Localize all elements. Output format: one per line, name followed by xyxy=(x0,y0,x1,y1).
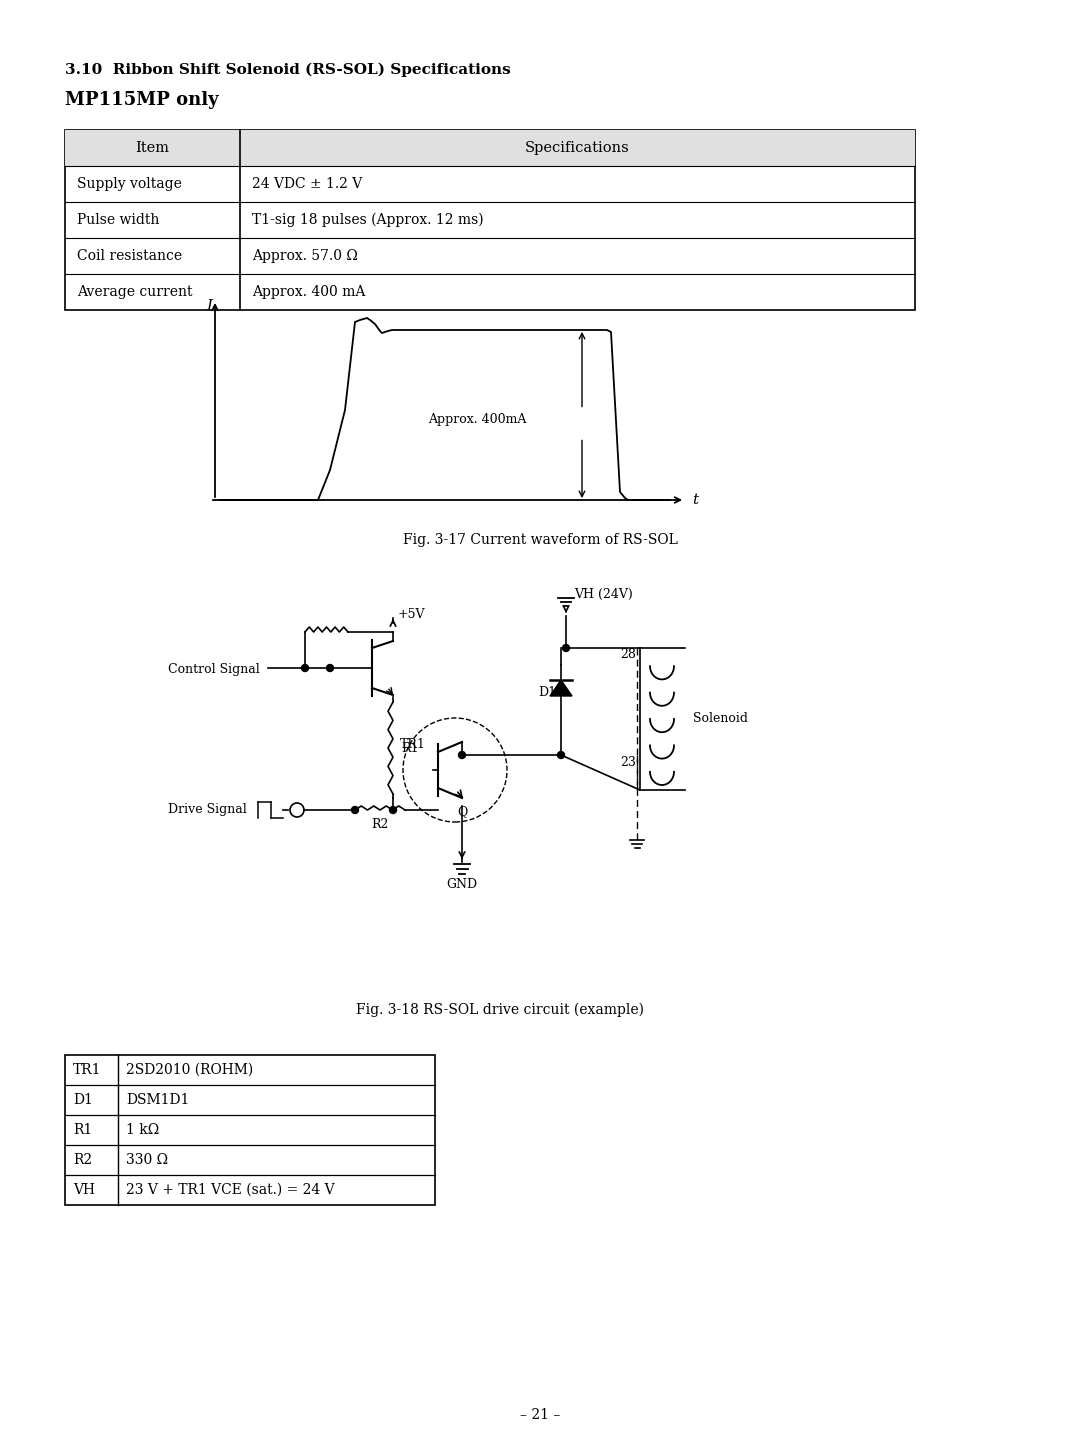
Circle shape xyxy=(557,752,565,758)
Text: t: t xyxy=(692,493,698,507)
Bar xyxy=(65,130,915,166)
Text: 330 Ω: 330 Ω xyxy=(126,1153,168,1167)
Text: Approx. 57.0 Ω: Approx. 57.0 Ω xyxy=(252,249,357,264)
Text: 24 VDC ± 1.2 V: 24 VDC ± 1.2 V xyxy=(252,177,362,192)
Text: TR1: TR1 xyxy=(400,738,426,751)
Text: +5V: +5V xyxy=(399,608,426,621)
Text: VH (24V): VH (24V) xyxy=(573,588,633,601)
Text: R2: R2 xyxy=(372,817,389,830)
Text: Fig. 3-17 Current waveform of RS-SOL: Fig. 3-17 Current waveform of RS-SOL xyxy=(403,533,677,548)
Circle shape xyxy=(326,664,334,672)
Circle shape xyxy=(301,664,309,672)
Text: R2: R2 xyxy=(73,1153,92,1167)
Text: D1: D1 xyxy=(538,686,556,699)
Text: – 21 –: – 21 – xyxy=(519,1408,561,1422)
Circle shape xyxy=(563,644,569,651)
Text: T1-sig 18 pulses (Approx. 12 ms): T1-sig 18 pulses (Approx. 12 ms) xyxy=(252,213,484,228)
Polygon shape xyxy=(550,680,572,696)
Circle shape xyxy=(390,807,396,814)
Text: 23 V + TR1 VCE (sat.) = 24 V: 23 V + TR1 VCE (sat.) = 24 V xyxy=(126,1183,335,1197)
Text: 3.10  Ribbon Shift Solenoid (RS-SOL) Specifications: 3.10 Ribbon Shift Solenoid (RS-SOL) Spec… xyxy=(65,63,511,78)
Bar xyxy=(65,1055,435,1205)
Text: Control Signal: Control Signal xyxy=(168,663,260,676)
Text: 1 kΩ: 1 kΩ xyxy=(126,1123,159,1137)
Text: Solenoid: Solenoid xyxy=(693,712,748,725)
Text: Specifications: Specifications xyxy=(525,141,630,156)
Text: TR1: TR1 xyxy=(73,1063,102,1076)
Text: VH: VH xyxy=(73,1183,95,1197)
Text: Approx. 400 mA: Approx. 400 mA xyxy=(252,285,365,298)
Text: Coil resistance: Coil resistance xyxy=(77,249,183,264)
Text: Supply voltage: Supply voltage xyxy=(77,177,181,192)
Text: Q: Q xyxy=(457,806,468,818)
Text: 28: 28 xyxy=(620,648,636,661)
Text: R1: R1 xyxy=(401,742,419,755)
Text: Fig. 3-18 RS-SOL drive circuit (example): Fig. 3-18 RS-SOL drive circuit (example) xyxy=(356,1003,644,1017)
Circle shape xyxy=(291,803,303,817)
Text: Drive Signal: Drive Signal xyxy=(168,804,246,817)
Text: Average current: Average current xyxy=(77,285,192,298)
Text: I: I xyxy=(206,298,212,313)
Text: R1: R1 xyxy=(73,1123,92,1137)
Text: Approx. 400mA: Approx. 400mA xyxy=(428,412,526,425)
Text: D1: D1 xyxy=(73,1094,93,1107)
Text: MP115MP only: MP115MP only xyxy=(65,91,218,110)
Text: GND: GND xyxy=(446,878,477,891)
Text: Item: Item xyxy=(135,141,170,156)
Text: DSM1D1: DSM1D1 xyxy=(126,1094,189,1107)
Circle shape xyxy=(459,752,465,758)
Bar xyxy=(65,130,915,310)
Text: 2SD2010 (ROHM): 2SD2010 (ROHM) xyxy=(126,1063,253,1076)
Text: 23: 23 xyxy=(620,757,636,769)
Text: Pulse width: Pulse width xyxy=(77,213,160,228)
Circle shape xyxy=(351,807,359,814)
